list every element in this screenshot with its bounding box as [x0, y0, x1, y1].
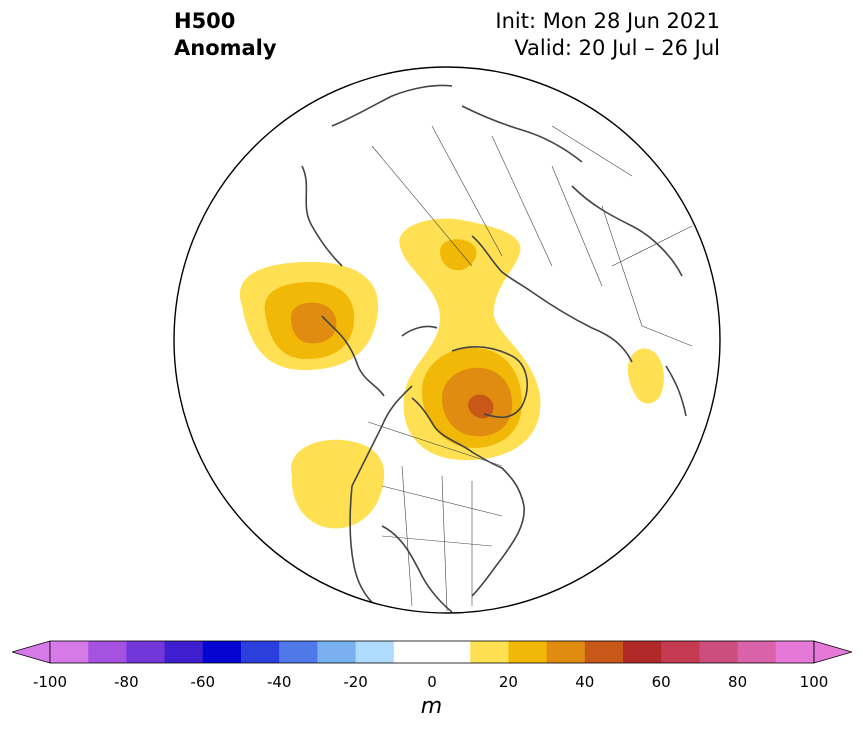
colorbar-segment [202, 641, 242, 663]
colorbar-segment [775, 641, 815, 663]
colorbar-segment [699, 641, 739, 663]
anomaly-fill-pacific-northwest [291, 439, 385, 529]
coastlines [301, 84, 687, 613]
political-boundaries [367, 125, 693, 612]
init-date: Init: Mon 28 Jun 2021 [495, 9, 720, 33]
map-boundary [173, 66, 721, 614]
colorbar [12, 640, 852, 664]
colorbar-segment [164, 641, 204, 663]
colorbar-segment [393, 641, 433, 663]
colorbar-tick-label: 80 [728, 673, 748, 691]
colorbar-tick-label: 40 [575, 673, 595, 691]
colorbar-tick-label: -80 [114, 673, 139, 691]
anomaly-fill-gulf-of-alaska [239, 261, 379, 371]
colorbar-frame [49, 640, 815, 664]
colorbar-segment [584, 641, 624, 663]
colorbar-segment [546, 641, 586, 663]
colorbar-segment [623, 641, 662, 663]
forecast-info: Init: Mon 28 Jun 2021 Valid: 20 Jul – 26… [495, 8, 720, 62]
colorbar-tick-label: 0 [427, 673, 437, 691]
colorbar-extend-high [813, 640, 852, 664]
colorbar-segment [317, 641, 357, 663]
colorbar-segment [432, 641, 471, 663]
colorbar-segment [661, 641, 700, 663]
colorbar-segment [88, 641, 127, 663]
colorbar-segment [279, 641, 318, 663]
anomaly-fill-western-europe [627, 348, 664, 404]
valid-range: Valid: 20 Jul – 26 Jul [514, 36, 720, 60]
colorbar-segments [50, 641, 815, 663]
colorbar-tick-labels: -100 -80 -60 -40 -20 0 20 40 60 80 100 [0, 673, 863, 693]
colorbar-tick-label: -60 [190, 673, 216, 691]
colorbar-tick-label: 60 [651, 673, 671, 691]
colorbar-segment [508, 641, 548, 663]
polar-map [172, 66, 722, 614]
colorbar-segment [126, 641, 166, 663]
colorbar-tick-label: -100 [32, 673, 68, 691]
colorbar-extend-low [12, 640, 51, 664]
map-title: H500 Anomaly [174, 8, 277, 62]
colorbar-segment [50, 641, 89, 663]
anomaly-fill-greenland-arctic [399, 218, 541, 461]
colorbar-tick-label: -40 [266, 673, 292, 691]
colorbar-segment [241, 641, 280, 663]
colorbar-tick-label: 100 [799, 673, 829, 691]
colorbar-segment [470, 641, 509, 663]
title-line-2: Anomaly [174, 36, 277, 60]
colorbar-units: m [420, 694, 443, 719]
title-line-1: H500 [174, 9, 236, 33]
colorbar-tick-label: -20 [343, 673, 368, 691]
colorbar-tick-label: 20 [498, 673, 518, 691]
colorbar-segment [355, 641, 395, 663]
colorbar-segment [737, 641, 777, 663]
